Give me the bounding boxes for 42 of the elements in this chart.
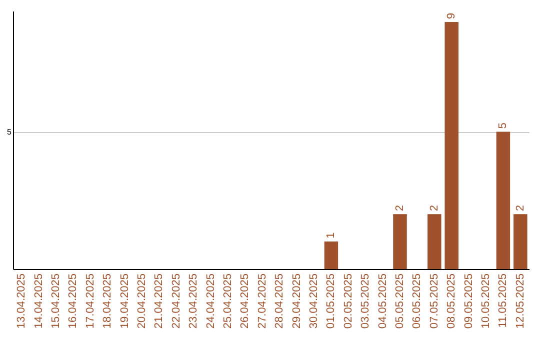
x-tick-label: 04.05.2025	[376, 274, 389, 329]
data-label: 2	[394, 204, 406, 212]
bar	[514, 214, 528, 269]
x-tick-label: 20.04.2025	[136, 274, 148, 329]
bar	[496, 132, 510, 269]
x-tick-label: 08.05.2025	[446, 274, 458, 329]
x-tick-label: 23.04.2025	[188, 274, 200, 329]
x-tick-label: 03.05.2025	[360, 274, 372, 329]
x-tick-label: 22.04.2025	[170, 274, 182, 329]
x-tick-label: 17.04.2025	[84, 274, 96, 329]
x-tick-label: 30.04.2025	[308, 274, 320, 329]
x-tick-label: 19.04.2025	[118, 274, 131, 329]
x-tick-label: 16.04.2025	[67, 274, 80, 329]
data-label: 1	[325, 232, 338, 239]
x-tick-label: 10.05.2025	[480, 274, 492, 329]
x-tick-label: 02.05.2025	[342, 274, 354, 329]
data-label: 2	[428, 204, 440, 212]
x-tick-label: 29.04.2025	[290, 274, 303, 329]
x-tick-label: 18.04.2025	[102, 274, 114, 329]
bar	[393, 214, 407, 269]
x-tick-label: 26.04.2025	[239, 274, 252, 329]
x-tick-label: 25.04.2025	[222, 274, 234, 329]
x-tick-label: 11.05.2025	[497, 274, 510, 328]
x-tick-label: 15.04.2025	[50, 274, 62, 329]
bar	[444, 22, 458, 269]
bar	[428, 214, 442, 269]
data-label: 2	[514, 204, 526, 212]
x-tick-label: 09.05.2025	[462, 274, 475, 329]
bar	[324, 242, 338, 269]
x-tick-label: 12.05.2025	[514, 274, 526, 329]
x-tick-label: 14.04.2025	[32, 274, 45, 329]
x-tick-label: 24.04.2025	[204, 274, 217, 329]
data-label: 9	[446, 12, 458, 19]
data-label: 5	[497, 122, 510, 129]
x-tick-label: 21.04.2025	[153, 274, 166, 329]
x-tick-label: 27.04.2025	[256, 274, 268, 329]
x-tick-label: 28.04.2025	[274, 274, 286, 329]
x-tick-label: 07.05.2025	[428, 274, 440, 329]
x-tick-label: 01.05.2025	[325, 274, 338, 329]
x-tick-label: 05.05.2025	[394, 274, 406, 329]
x-tick-label: 13.04.2025	[16, 274, 28, 329]
x-tick-label: 06.05.2025	[411, 274, 424, 329]
